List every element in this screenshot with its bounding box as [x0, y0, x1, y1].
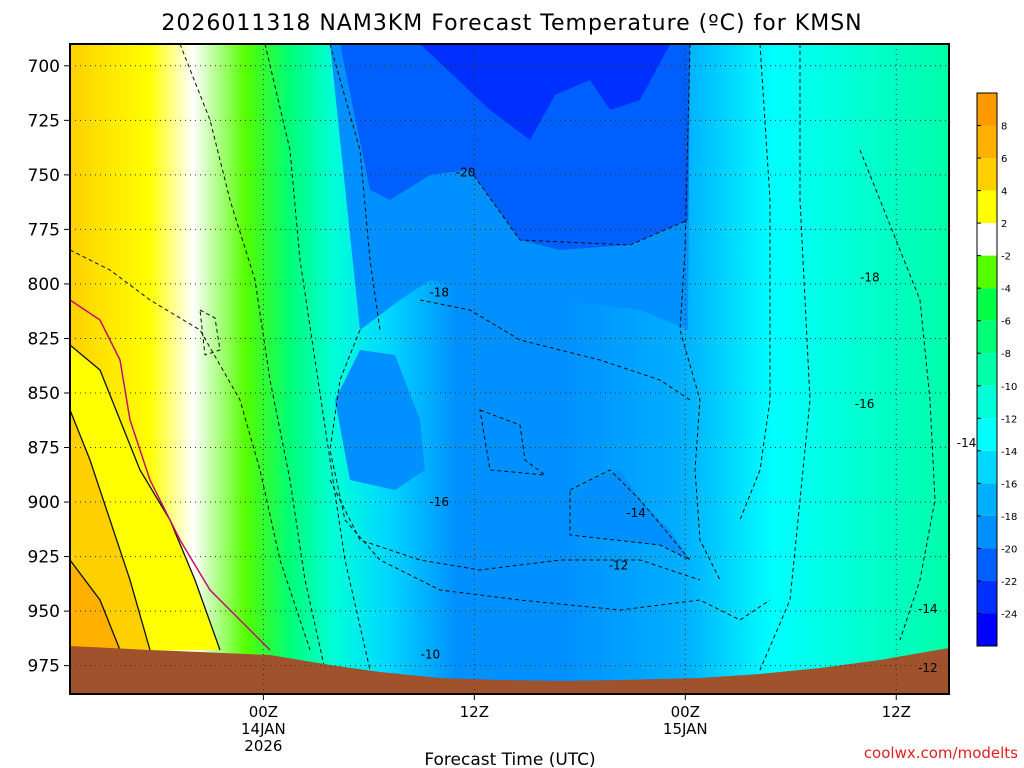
colorbar-label: 8: [1001, 122, 1007, 133]
y-tick-label: 925: [28, 548, 60, 568]
x-tick-label: 12Z: [460, 703, 489, 721]
field-region-minus22: [420, 44, 670, 140]
x-tick-label: 12Z: [882, 703, 911, 721]
colorbar-label: -4: [1001, 284, 1011, 295]
contour-label: -12: [609, 558, 629, 572]
field-region-minus18-low: [335, 350, 425, 490]
y-tick-label: 800: [28, 275, 60, 295]
colorbar-label: -22: [1001, 577, 1017, 588]
colorbar-swatch: [977, 93, 997, 126]
colorbar-label: -24: [1001, 609, 1017, 620]
colorbar-label: -18: [1001, 512, 1017, 523]
colorbar-swatch: [977, 158, 997, 191]
colorbar-label: -20: [1001, 544, 1017, 555]
contour-label: -18: [429, 286, 449, 300]
y-tick-label: 700: [28, 57, 60, 77]
colorbar-swatch: [977, 255, 997, 289]
colorbar-swatch: [977, 548, 997, 581]
y-axis-ticks: 700 725 750 775 800 825 850 875 900 925 950 975: [28, 57, 70, 677]
colorbar-label: 4: [1001, 187, 1007, 198]
x-tick-label: 15JAN: [663, 720, 708, 738]
colorbar-swatch: [977, 223, 997, 256]
colorbar-swatch: [977, 613, 997, 646]
watermark: coolwx.com/modelts: [864, 744, 1018, 762]
y-tick-label: 900: [28, 493, 60, 513]
x-tick-label: 14JAN: [241, 720, 286, 738]
colorbar-label: -2: [1001, 252, 1011, 263]
x-axis-ticks: 00Z14JAN202612Z00Z15JAN12Z00Z16JAN: [241, 694, 911, 755]
contour-label: -10: [421, 648, 441, 662]
colorbar-swatch: [977, 450, 997, 484]
y-tick-label: 825: [28, 329, 60, 349]
contour-label: -12: [918, 661, 938, 675]
colorbar: 8 6 4 2 -2 -4 -6 -8 -10 -12 -14 -16 -18 -20 -22 -24: [976, 92, 1017, 647]
contour-label: -16: [855, 397, 875, 411]
y-tick-label: 850: [28, 384, 60, 404]
contour-label: -16: [429, 495, 449, 509]
colorbar-swatch: [977, 320, 997, 354]
colorbar-label: -8: [1001, 349, 1011, 360]
y-tick-label: 975: [28, 657, 60, 677]
colorbar-swatch: [977, 483, 997, 516]
colorbar-label: -12: [1001, 414, 1017, 425]
contour-label: -18: [860, 270, 880, 284]
y-tick-label: 750: [28, 166, 60, 186]
contour-labels: -20-18-18-16-16-14-14-14-12-12-10-10-10-…: [421, 166, 977, 675]
y-tick-label: 950: [28, 602, 60, 622]
x-tick-label: 2026: [244, 737, 282, 755]
colorbar-swatch: [977, 190, 997, 224]
field-region-warmest: [70, 560, 120, 650]
colorbar-swatch: [977, 385, 997, 419]
x-tick-label: 00Z: [671, 703, 700, 721]
colorbar-swatch: [977, 125, 997, 159]
temperature-field: [70, 44, 949, 694]
contour-label: -14: [957, 436, 977, 450]
colorbar-label: 6: [1001, 154, 1007, 165]
grid: [70, 44, 949, 694]
colorbar-swatch: [977, 515, 997, 549]
solid-contours: [70, 344, 221, 651]
colorbar-label: -14: [1001, 447, 1017, 458]
colorbar-label: -10: [1001, 382, 1017, 393]
contour-label: -20: [456, 166, 476, 180]
colorbar-swatch: [977, 288, 997, 321]
terrain: [70, 646, 949, 694]
y-tick-label: 725: [28, 111, 60, 131]
colorbar-label: -16: [1001, 479, 1017, 490]
contour-label: -14: [918, 602, 938, 616]
colorbar-swatch: [977, 353, 997, 386]
colorbar-swatch: [977, 580, 997, 614]
chart-title: 2026011318 NAM3KM Forecast Temperature (…: [161, 11, 862, 36]
plot-frame: [69, 43, 950, 695]
colorbar-swatch: [977, 418, 997, 451]
x-axis-label: Forecast Time (UTC): [424, 750, 595, 768]
freezing-line: [70, 299, 271, 651]
y-tick-label: 775: [28, 220, 60, 240]
colorbar-label: 2: [1001, 219, 1007, 230]
x-tick-label: 00Z: [249, 703, 278, 721]
colorbar-label: -6: [1001, 317, 1011, 328]
contour-label: -14: [626, 506, 646, 520]
colorbar-frame: [976, 92, 998, 647]
y-tick-label: 875: [28, 439, 60, 459]
